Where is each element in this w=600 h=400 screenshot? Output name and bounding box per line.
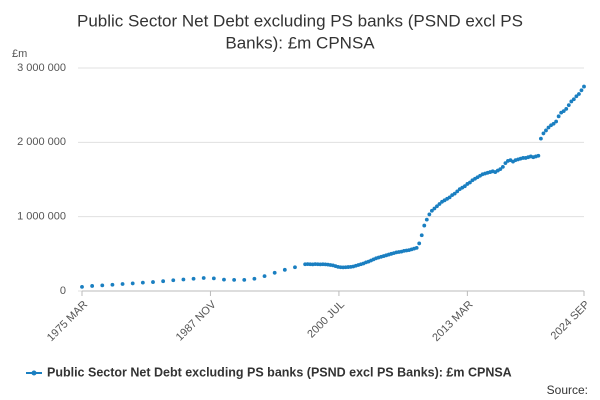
data-point (468, 180, 472, 185)
data-point (429, 208, 434, 213)
chart-title: Public Sector Net Debt excluding PS bank… (77, 11, 523, 30)
data-point (574, 94, 579, 99)
data-point (455, 189, 460, 194)
data-point (452, 191, 457, 196)
data-point (181, 277, 186, 282)
data-point (232, 277, 237, 282)
data-point (503, 161, 508, 166)
chart-title: Banks): £m CPNSA (225, 33, 375, 52)
data-point (282, 267, 287, 272)
data-point (422, 223, 427, 228)
data-point (554, 119, 559, 124)
data-point (414, 245, 419, 250)
source: Source: (547, 383, 588, 397)
data-point (424, 217, 429, 222)
data-point (538, 136, 543, 141)
y-axis-label: £m (12, 48, 27, 60)
x-tick-label: 1975 MAR (45, 299, 90, 344)
data-point (222, 277, 226, 282)
y-tick-label: 1 000 000 (17, 211, 66, 223)
y-tick-label: 3 000 000 (17, 62, 66, 74)
data-point (577, 92, 581, 96)
data-point (556, 114, 561, 119)
x-tick-label: 2013 MAR (430, 299, 475, 344)
data-point (151, 280, 155, 284)
data-point (293, 265, 297, 270)
x-tick-label: 1987 NOV (174, 298, 219, 343)
data-point (262, 274, 267, 279)
legend-label: Public Sector Net Debt excluding PS bank… (47, 365, 512, 379)
data-point (462, 184, 467, 189)
data-point (90, 284, 95, 288)
data-point (110, 282, 115, 287)
data-point (80, 285, 84, 289)
data-point (171, 278, 176, 283)
data-point (201, 276, 206, 280)
data-point (546, 125, 551, 130)
series (80, 84, 586, 289)
data-point (252, 276, 257, 281)
data-point (564, 106, 569, 111)
data-point (211, 276, 216, 281)
data-point (432, 206, 437, 211)
data-point (417, 241, 422, 246)
data-point (569, 99, 574, 104)
data-point (191, 276, 196, 281)
data-point (242, 277, 247, 282)
data-point (579, 88, 584, 93)
y-tick-label: 0 (60, 285, 66, 297)
data-point (140, 280, 145, 285)
data-point (551, 121, 556, 126)
data-point (447, 195, 452, 200)
data-point (161, 279, 166, 284)
data-point (437, 202, 442, 206)
data-point (498, 167, 503, 171)
data-point (419, 233, 424, 238)
data-point (571, 97, 576, 102)
data-point (130, 281, 135, 286)
data-point (566, 103, 571, 108)
data-point (100, 283, 105, 288)
data-point (427, 212, 432, 217)
x-tick-label: 2024 SEP (549, 299, 593, 343)
x-tick-label: 2000 JUL (305, 299, 347, 341)
data-point (561, 109, 566, 114)
data-point (536, 153, 541, 158)
data-point (541, 131, 546, 136)
data-point (544, 128, 548, 133)
data-point (435, 204, 439, 209)
data-point (500, 164, 505, 169)
legend-marker (31, 370, 37, 376)
data-point (582, 84, 586, 89)
data-point (272, 270, 277, 275)
y-tick-label: 2 000 000 (17, 136, 66, 148)
data-point (120, 282, 125, 286)
